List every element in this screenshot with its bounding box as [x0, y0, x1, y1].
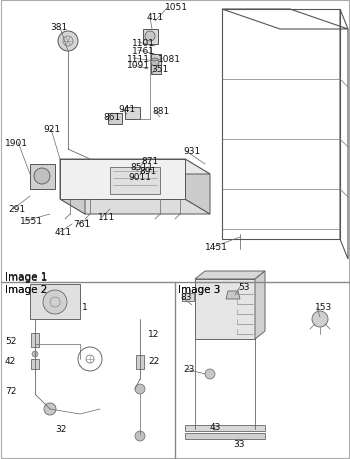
Bar — [185, 425, 265, 431]
Text: 891: 891 — [139, 167, 156, 176]
Bar — [108, 114, 122, 125]
Text: 1761: 1761 — [132, 46, 155, 56]
Polygon shape — [226, 291, 240, 299]
Text: 351: 351 — [151, 65, 168, 74]
Text: 32: 32 — [55, 425, 66, 434]
Text: 43: 43 — [210, 423, 221, 431]
Text: 861: 861 — [103, 113, 120, 122]
Polygon shape — [60, 160, 85, 214]
Bar — [195, 280, 255, 339]
Bar — [30, 285, 80, 319]
Text: 931: 931 — [183, 147, 200, 156]
Text: 53: 53 — [238, 283, 250, 292]
Circle shape — [43, 291, 67, 314]
Text: 42: 42 — [5, 357, 16, 366]
Text: Image 2: Image 2 — [5, 285, 47, 294]
Text: Image 1: Image 1 — [5, 271, 47, 281]
Text: 8511: 8511 — [130, 163, 153, 172]
Text: 881: 881 — [152, 107, 169, 116]
Text: 9011: 9011 — [128, 173, 151, 182]
Text: Image 2: Image 2 — [5, 285, 47, 294]
Bar — [143, 30, 158, 45]
Text: 52: 52 — [5, 337, 16, 346]
Polygon shape — [60, 160, 210, 174]
Text: 1101: 1101 — [132, 39, 155, 47]
Bar — [31, 359, 39, 369]
Text: 22: 22 — [148, 357, 159, 366]
Circle shape — [205, 369, 215, 379]
Circle shape — [34, 168, 50, 185]
Polygon shape — [255, 271, 265, 339]
Text: 111: 111 — [98, 213, 115, 222]
Circle shape — [145, 32, 155, 42]
Text: 23: 23 — [183, 365, 194, 374]
Text: 1551: 1551 — [20, 217, 43, 226]
Text: 72: 72 — [5, 386, 16, 396]
Text: 153: 153 — [315, 303, 332, 312]
Circle shape — [312, 311, 328, 327]
Text: 1091: 1091 — [127, 62, 150, 70]
Bar — [185, 433, 265, 439]
Circle shape — [151, 59, 159, 67]
Text: 381: 381 — [50, 23, 67, 33]
Text: 761: 761 — [73, 220, 90, 229]
Text: 33: 33 — [233, 440, 245, 448]
Text: 411: 411 — [147, 13, 164, 22]
Text: 1901: 1901 — [5, 138, 28, 147]
Text: Image 3: Image 3 — [178, 285, 220, 294]
Polygon shape — [185, 160, 210, 214]
Bar — [151, 55, 161, 75]
Circle shape — [135, 431, 145, 441]
Circle shape — [44, 403, 56, 415]
Bar — [30, 165, 55, 190]
Text: 411: 411 — [55, 228, 72, 237]
Text: 921: 921 — [43, 125, 60, 134]
Polygon shape — [60, 160, 185, 200]
Text: 1111: 1111 — [127, 54, 150, 63]
Text: Image 1: Image 1 — [5, 272, 47, 282]
Text: 83: 83 — [180, 293, 191, 302]
Text: 1051: 1051 — [165, 4, 188, 12]
Polygon shape — [60, 200, 210, 214]
Bar — [136, 355, 144, 369]
Text: 871: 871 — [141, 157, 158, 166]
Text: 941: 941 — [118, 105, 135, 114]
Text: Image 3: Image 3 — [178, 285, 220, 294]
Bar — [125, 108, 140, 120]
Text: 12: 12 — [148, 330, 159, 339]
Bar — [31, 333, 39, 347]
Text: 291: 291 — [8, 205, 25, 214]
Text: 1081: 1081 — [158, 54, 181, 63]
Bar — [182, 293, 194, 302]
Polygon shape — [195, 271, 265, 280]
Polygon shape — [110, 168, 160, 195]
Text: 1: 1 — [82, 302, 88, 311]
Circle shape — [32, 351, 38, 357]
Circle shape — [58, 32, 78, 52]
Circle shape — [135, 384, 145, 394]
Text: 1451: 1451 — [205, 243, 228, 252]
